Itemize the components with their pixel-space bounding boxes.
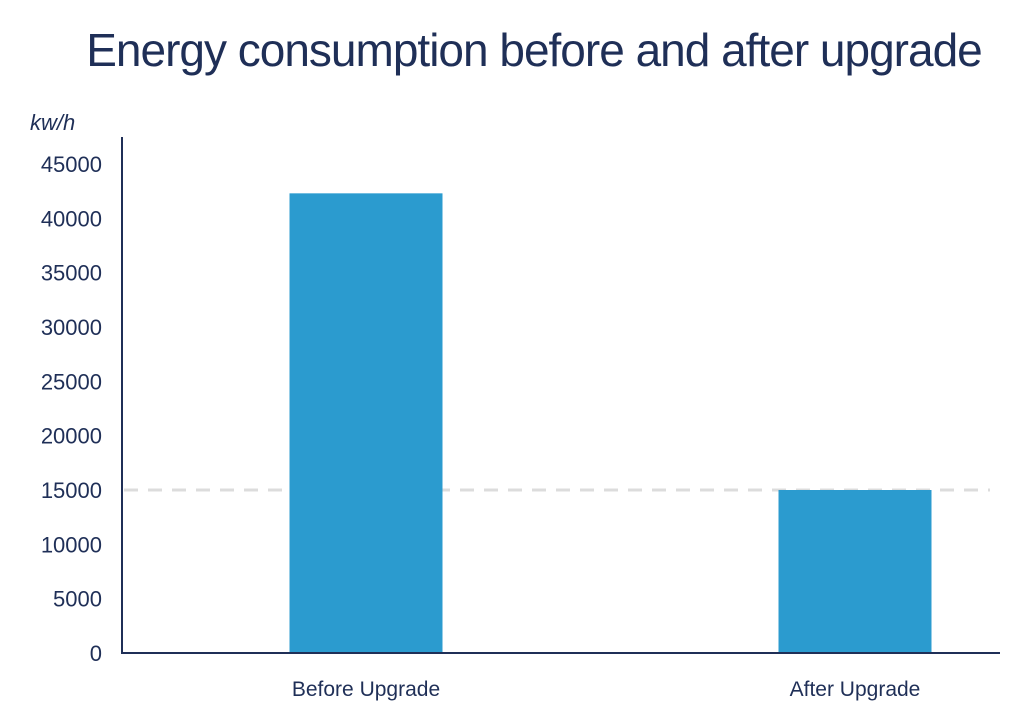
y-tick-label: 5000	[53, 587, 102, 612]
x-category-layer: Before Upgrade After Upgrade	[292, 678, 921, 701]
y-axis-unit-label: kw/h	[30, 110, 75, 135]
chart-title: Energy consumption before and after upgr…	[86, 24, 982, 76]
bar-before-upgrade	[289, 193, 443, 653]
y-tick-label: 20000	[41, 424, 102, 449]
y-tick-label: 30000	[41, 315, 102, 340]
y-tick-layer: 0 5000 10000 15000 20000 25000 30000 35000 40000…	[41, 152, 102, 666]
y-tick-label: 45000	[41, 152, 102, 177]
y-tick-label: 15000	[41, 478, 102, 503]
bars-layer	[289, 193, 932, 653]
y-tick-label: 35000	[41, 261, 102, 286]
y-tick-label: 0	[90, 641, 102, 666]
x-category-label: After Upgrade	[790, 678, 921, 701]
y-tick-label: 10000	[41, 532, 102, 557]
y-tick-label: 40000	[41, 206, 102, 231]
x-category-label: Before Upgrade	[292, 678, 440, 701]
y-tick-label: 25000	[41, 369, 102, 394]
bar-after-upgrade	[778, 490, 932, 653]
